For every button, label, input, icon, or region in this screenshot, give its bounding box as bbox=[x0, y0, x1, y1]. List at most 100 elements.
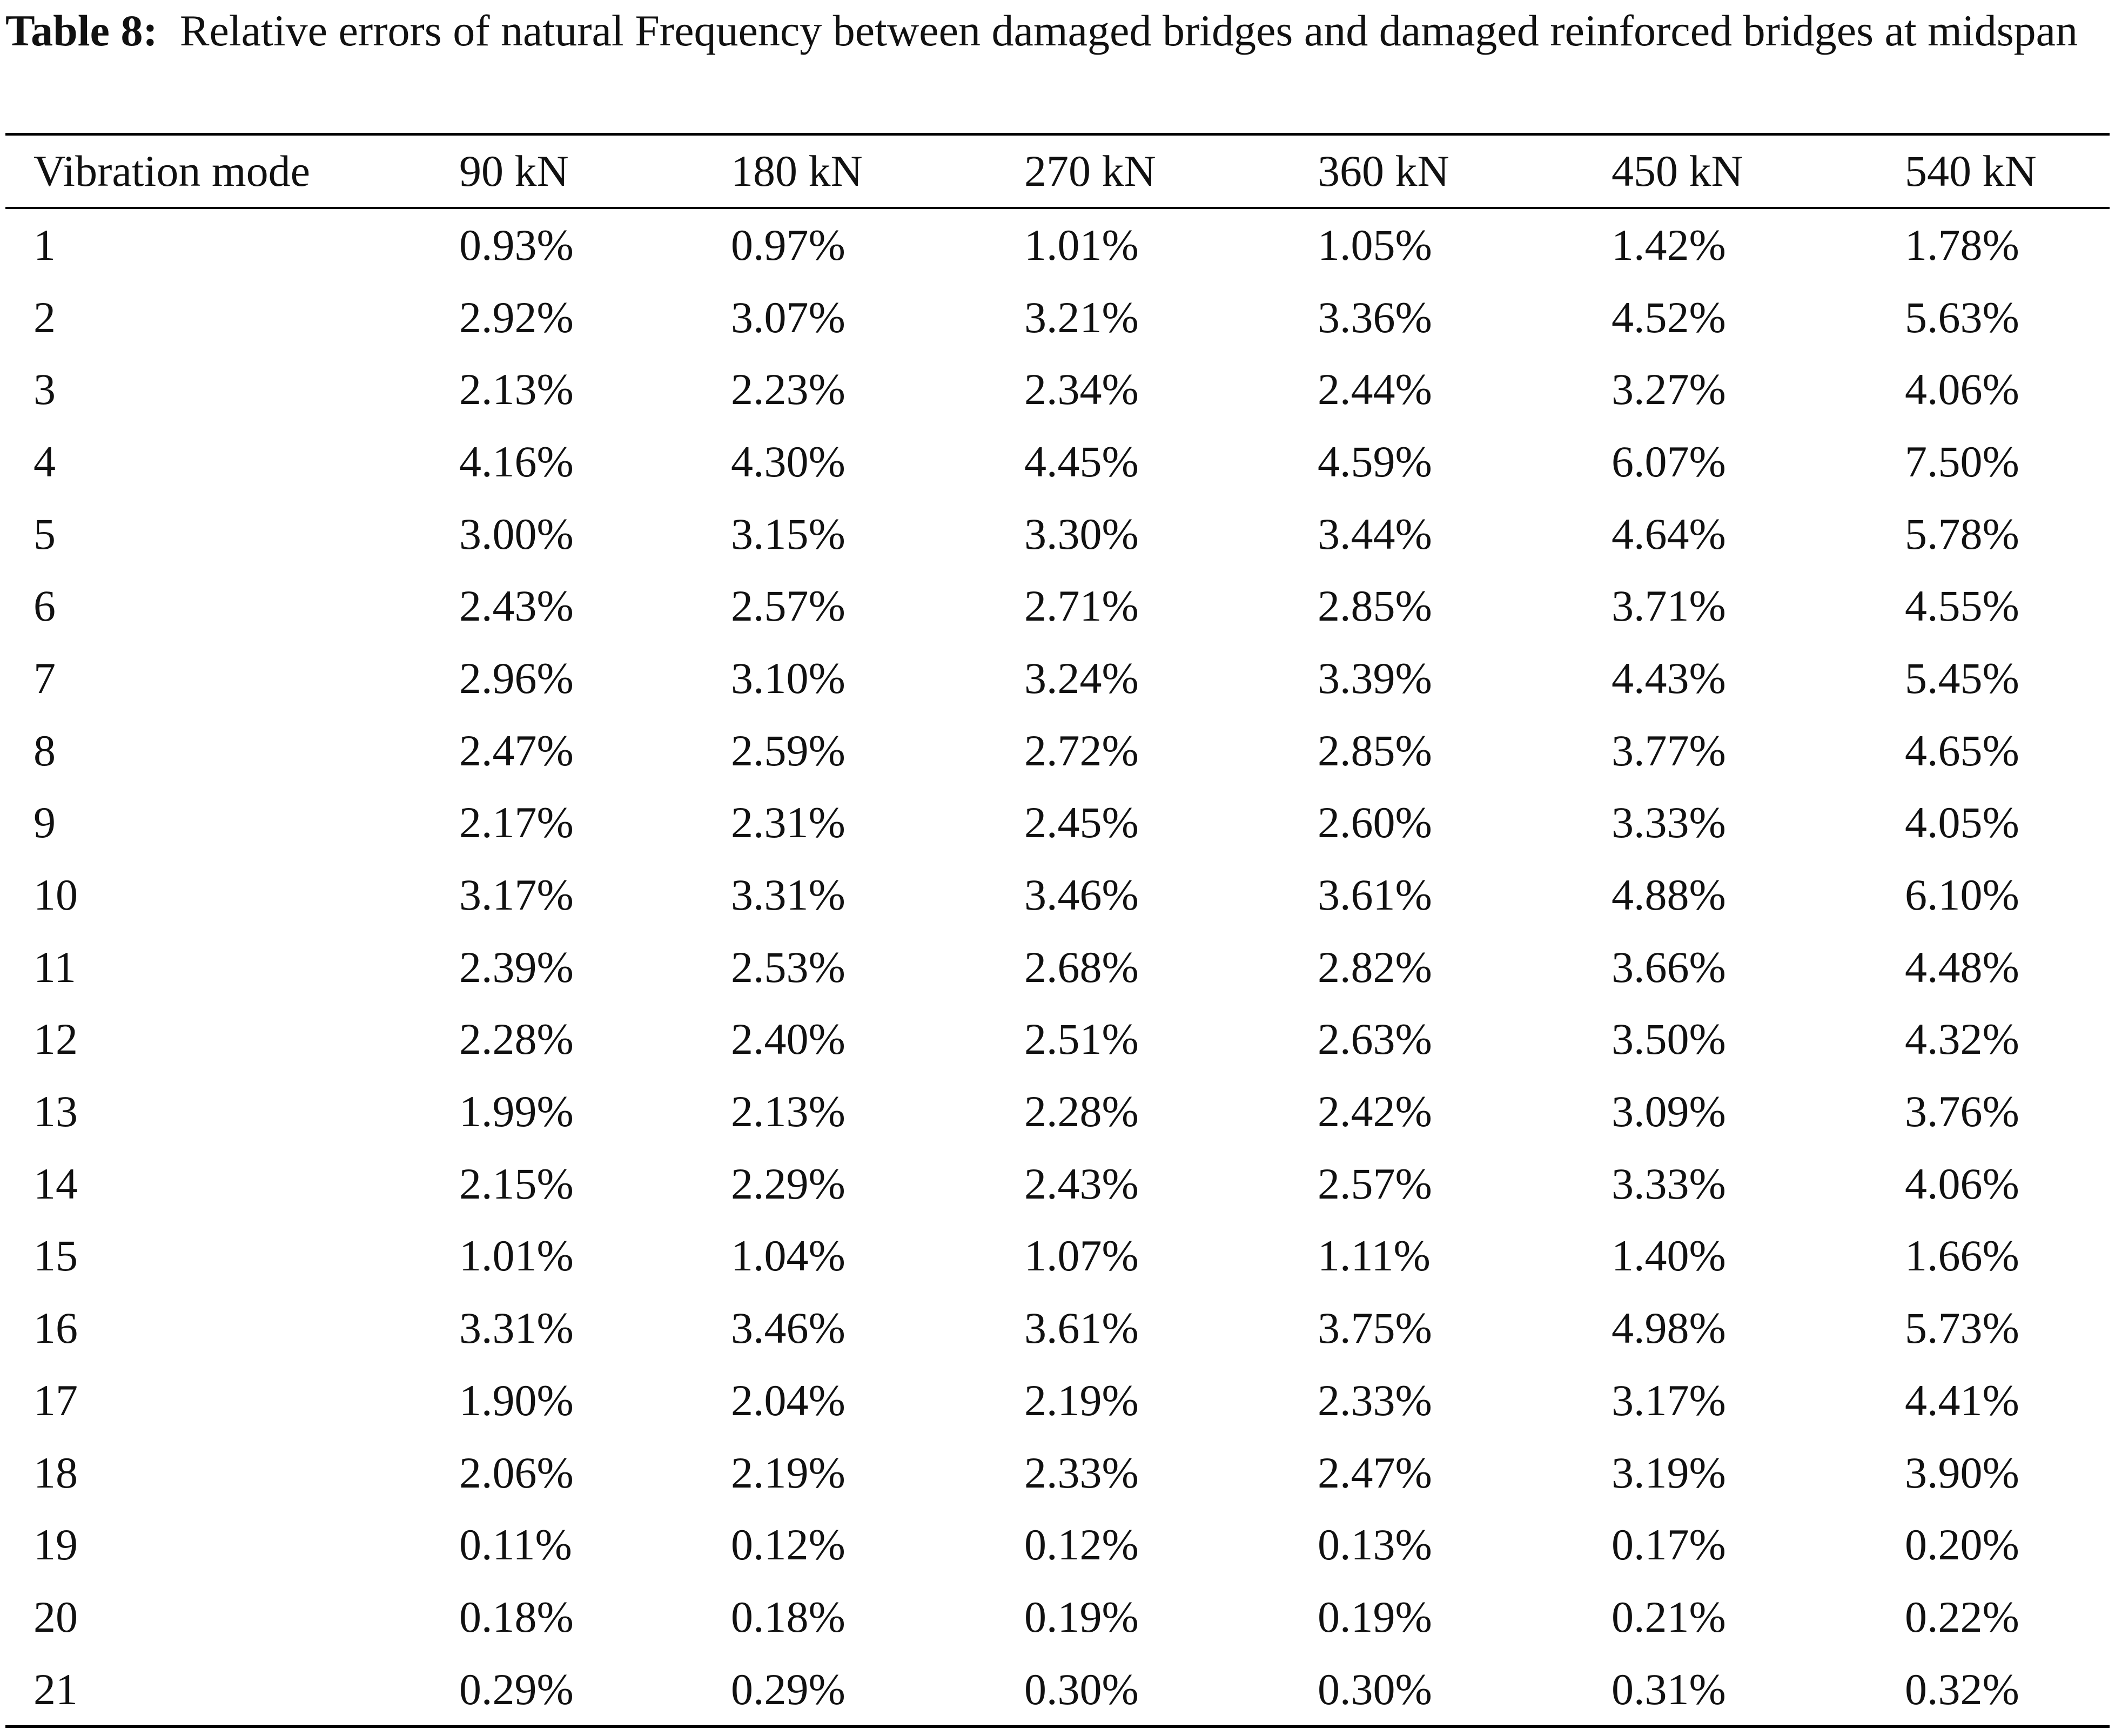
mode-number-cell: 14 bbox=[33, 1159, 78, 1208]
relative-error-cell: 2.57% bbox=[731, 581, 845, 631]
relative-error-cell: 0.19% bbox=[1024, 1592, 1139, 1641]
relative-error-cell: 2.85% bbox=[1318, 725, 1432, 775]
relative-error-cell: 0.21% bbox=[1612, 1592, 1726, 1641]
relative-error-cell: 2.51% bbox=[1024, 1014, 1139, 1064]
table-caption: Table 8: Relative errors of natural Freq… bbox=[5, 1, 2110, 60]
relative-error-cell: 0.97% bbox=[731, 220, 845, 270]
relative-error-cell: 0.17% bbox=[1612, 1520, 1726, 1570]
relative-error-cell: 3.24% bbox=[1024, 653, 1139, 703]
relative-error-cell: 2.57% bbox=[1318, 1159, 1432, 1208]
table-row: 18 2.06% 2.19% 2.33% 2.47% 3.19% 3.90% bbox=[5, 1437, 2110, 1509]
mode-number-cell: 5 bbox=[33, 509, 56, 559]
relative-error-cell: 4.06% bbox=[1905, 365, 2019, 414]
mode-number-cell: 16 bbox=[33, 1303, 78, 1353]
relative-error-cell: 7.50% bbox=[1905, 436, 2019, 486]
relative-error-cell: 0.13% bbox=[1318, 1520, 1432, 1570]
mode-number-cell: 19 bbox=[33, 1520, 78, 1570]
mode-number-cell: 10 bbox=[33, 870, 78, 920]
relative-error-cell: 3.77% bbox=[1612, 725, 1726, 775]
table-header: Vibration mode 90 kN 180 kN 270 kN 360 kN 450… bbox=[5, 134, 2110, 208]
mode-number-cell: 8 bbox=[33, 725, 56, 775]
table-row: 17 1.90% 2.04% 2.19% 2.33% 3.17% 4.41% bbox=[5, 1364, 2110, 1437]
table-row: 7 2.96% 3.10% 3.24% 3.39% 4.43% 5.45% bbox=[5, 642, 2110, 715]
relative-error-cell: 3.21% bbox=[1024, 292, 1139, 342]
relative-error-cell: 2.72% bbox=[1024, 725, 1139, 775]
relative-error-cell: 2.13% bbox=[731, 1087, 845, 1136]
relative-error-cell: 4.05% bbox=[1905, 798, 2019, 847]
relative-error-cell: 2.28% bbox=[1024, 1087, 1139, 1136]
table-row: 8 2.47% 2.59% 2.72% 2.85% 3.77% 4.65% bbox=[5, 715, 2110, 787]
relative-error-cell: 2.53% bbox=[731, 942, 845, 992]
mode-number-cell: 12 bbox=[33, 1014, 78, 1064]
table-row: 16 3.31% 3.46% 3.61% 3.75% 4.98% 5.73% bbox=[5, 1292, 2110, 1364]
mode-number-cell: 20 bbox=[33, 1592, 78, 1641]
table-row: 5 3.00% 3.15% 3.30% 3.44% 4.64% 5.78% bbox=[5, 498, 2110, 570]
relative-error-cell: 6.07% bbox=[1612, 436, 1726, 486]
relative-error-cell: 2.82% bbox=[1318, 942, 1432, 992]
table-row: 6 2.43% 2.57% 2.71% 2.85% 3.71% 4.55% bbox=[5, 570, 2110, 642]
mode-number-cell: 1 bbox=[33, 220, 56, 270]
relative-error-cell: 2.47% bbox=[459, 725, 574, 775]
relative-error-cell: 2.31% bbox=[731, 798, 845, 847]
relative-error-cell: 2.39% bbox=[459, 942, 574, 992]
relative-error-cell: 2.06% bbox=[459, 1448, 574, 1497]
relative-error-cell: 0.20% bbox=[1905, 1520, 2019, 1570]
relative-error-cell: 2.28% bbox=[459, 1014, 574, 1064]
relative-error-cell: 2.45% bbox=[1024, 798, 1139, 847]
relative-error-cell: 2.92% bbox=[459, 292, 574, 342]
table-row: 13 1.99% 2.13% 2.28% 2.42% 3.09% 3.76% bbox=[5, 1075, 2110, 1148]
relative-error-cell: 4.64% bbox=[1612, 509, 1726, 559]
relative-error-cell: 4.55% bbox=[1905, 581, 2019, 631]
relative-error-cell: 3.00% bbox=[459, 509, 574, 559]
relative-error-cell: 3.17% bbox=[1612, 1375, 1726, 1425]
relative-error-cell: 3.15% bbox=[731, 509, 845, 559]
relative-error-cell: 2.47% bbox=[1318, 1448, 1432, 1497]
relative-error-cell: 4.98% bbox=[1612, 1303, 1726, 1353]
column-header-vibration-mode: Vibration mode bbox=[33, 146, 311, 196]
relative-error-cell: 1.11% bbox=[1318, 1231, 1431, 1281]
relative-error-cell: 0.32% bbox=[1905, 1664, 2019, 1714]
relative-error-cell: 2.13% bbox=[459, 365, 574, 414]
relative-error-cell: 3.10% bbox=[731, 653, 845, 703]
relative-error-cell: 1.42% bbox=[1612, 220, 1726, 270]
relative-error-cell: 3.90% bbox=[1905, 1448, 2019, 1497]
mode-number-cell: 7 bbox=[33, 653, 56, 703]
table-row: 1 0.93% 0.97% 1.01% 1.05% 1.42% 1.78% bbox=[5, 208, 2110, 281]
relative-error-cell: 3.09% bbox=[1612, 1087, 1726, 1136]
relative-error-cell: 1.05% bbox=[1318, 220, 1432, 270]
relative-error-cell: 1.78% bbox=[1905, 220, 2019, 270]
relative-error-cell: 3.30% bbox=[1024, 509, 1139, 559]
column-header-load: 270 kN bbox=[1024, 146, 1156, 196]
relative-error-cell: 0.22% bbox=[1905, 1592, 2019, 1641]
column-header-load: 540 kN bbox=[1905, 146, 2037, 196]
relative-error-cell: 3.19% bbox=[1612, 1448, 1726, 1497]
table-row: 11 2.39% 2.53% 2.68% 2.82% 3.66% 4.48% bbox=[5, 931, 2110, 1004]
relative-error-cell: 3.07% bbox=[731, 292, 845, 342]
table-row: 9 2.17% 2.31% 2.45% 2.60% 3.33% 4.05% bbox=[5, 787, 2110, 859]
relative-error-cell: 2.33% bbox=[1024, 1448, 1139, 1497]
relative-error-cell: 3.61% bbox=[1318, 870, 1432, 920]
relative-error-cell: 1.66% bbox=[1905, 1231, 2019, 1281]
relative-error-cell: 3.36% bbox=[1318, 292, 1432, 342]
relative-error-cell: 1.07% bbox=[1024, 1231, 1139, 1281]
relative-error-cell: 0.93% bbox=[459, 220, 574, 270]
relative-error-cell: 2.23% bbox=[731, 365, 845, 414]
relative-error-cell: 2.19% bbox=[731, 1448, 845, 1497]
relative-error-cell: 0.29% bbox=[731, 1664, 845, 1714]
relative-error-cell: 2.44% bbox=[1318, 365, 1432, 414]
relative-error-cell: 3.39% bbox=[1318, 653, 1432, 703]
relative-error-cell: 3.50% bbox=[1612, 1014, 1726, 1064]
relative-error-cell: 0.29% bbox=[459, 1664, 574, 1714]
table-row: 15 1.01% 1.04% 1.07% 1.11% 1.40% 1.66% bbox=[5, 1220, 2110, 1293]
relative-error-cell: 4.48% bbox=[1905, 942, 2019, 992]
caption-label: Table 8: bbox=[5, 6, 158, 55]
table-row: 4 4.16% 4.30% 4.45% 4.59% 6.07% 7.50% bbox=[5, 426, 2110, 498]
relative-error-cell: 1.01% bbox=[1024, 220, 1139, 270]
column-header-load: 180 kN bbox=[731, 146, 863, 196]
table-body: 1 0.93% 0.97% 1.01% 1.05% 1.42% 1.78% 2 2.92% 3.0… bbox=[5, 208, 2110, 1727]
relative-error-cell: 2.33% bbox=[1318, 1375, 1432, 1425]
table-row: 3 2.13% 2.23% 2.34% 2.44% 3.27% 4.06% bbox=[5, 353, 2110, 426]
relative-error-cell: 4.52% bbox=[1612, 292, 1726, 342]
relative-error-cell: 4.06% bbox=[1905, 1159, 2019, 1208]
relative-error-cell: 4.45% bbox=[1024, 436, 1139, 486]
